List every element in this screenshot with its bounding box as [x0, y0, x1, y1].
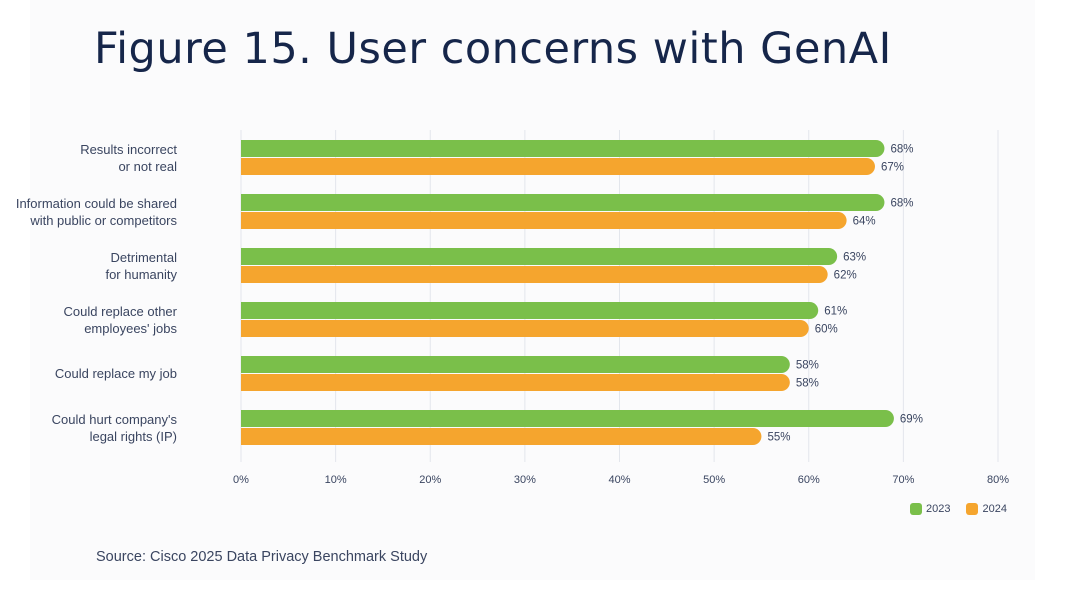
- category-label: Detrimental for humanity: [105, 249, 177, 282]
- bar-value-label: 69%: [900, 414, 923, 426]
- bar-value-label: 64%: [853, 216, 876, 228]
- x-tick-label: 30%: [514, 474, 536, 486]
- bar-2023: [241, 248, 838, 265]
- x-tick-label: 0%: [233, 474, 249, 486]
- legend-item-2024: 2024: [966, 503, 1007, 515]
- bar-value-label: 67%: [881, 162, 904, 174]
- bar-2023: [241, 302, 819, 319]
- bar-chart: 0% 10% 20% 30% 40% 50% 60% 70% 80% 68% 68% 63% 61% 58…: [233, 130, 1009, 486]
- source-note: Source: Cisco 2025 Data Privacy Benchmar…: [96, 549, 428, 565]
- bar-value-label: 63%: [843, 252, 866, 264]
- legend: 2023 2024: [910, 503, 1007, 515]
- bar-2023: [241, 140, 885, 157]
- legend-label-2024: 2024: [982, 503, 1007, 515]
- legend-swatch-2023: [910, 503, 922, 515]
- bar-2024: [241, 320, 809, 337]
- category-label: Could replace other employees' jobs: [63, 303, 177, 336]
- legend-item-2023: 2023: [910, 503, 950, 515]
- bar-2024: [241, 428, 762, 445]
- x-tick-label: 20%: [419, 474, 441, 486]
- bar-2024: [241, 374, 790, 391]
- bar-2024: [241, 266, 828, 283]
- bar-value-label: 60%: [815, 324, 838, 336]
- category-label: Could replace my job: [54, 366, 177, 381]
- bar-value-label: 58%: [796, 378, 819, 390]
- bar-2024: [241, 212, 847, 229]
- legend-swatch-2024: [966, 503, 979, 515]
- bar-value-label: 58%: [796, 360, 819, 372]
- bar-2023: [241, 194, 885, 211]
- x-tick-label: 40%: [608, 474, 630, 486]
- figure-card: Figure 15. User concerns with GenAI 0% 10…: [16, 0, 1035, 580]
- category-label: Information could be shared with public …: [15, 195, 177, 228]
- bar-2023: [241, 410, 894, 427]
- figure-title: Figure 15. User concerns with GenAI: [94, 24, 892, 74]
- bar-value-label: 62%: [834, 270, 857, 282]
- x-tick-label: 80%: [987, 474, 1009, 486]
- x-tick-label: 50%: [703, 474, 725, 486]
- x-tick-label: 60%: [798, 474, 820, 486]
- bar-value-label: 68%: [890, 144, 913, 156]
- bar-2024: [241, 158, 875, 175]
- legend-label-2023: 2023: [926, 503, 951, 515]
- x-tick-label: 10%: [325, 474, 347, 486]
- category-label: Results incorrect or not real: [80, 141, 177, 174]
- bar-value-label: 55%: [767, 432, 790, 444]
- bar-2023: [241, 356, 790, 373]
- category-label: Could hurt company's legal rights (IP): [51, 411, 177, 444]
- bar-value-label: 68%: [890, 198, 913, 210]
- bar-value-label: 61%: [824, 306, 847, 318]
- x-tick-label: 70%: [892, 474, 914, 486]
